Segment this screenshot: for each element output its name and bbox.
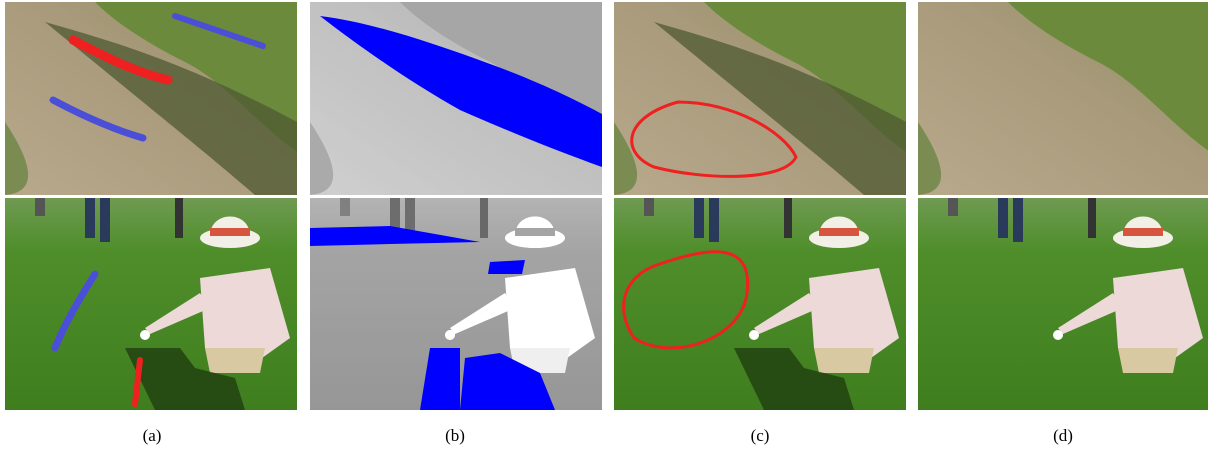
caption: (c) bbox=[751, 426, 770, 445]
panel-b-top bbox=[310, 2, 602, 195]
panel-c-bottom bbox=[614, 198, 906, 410]
panel-d-bottom bbox=[918, 198, 1208, 410]
figure: (a) (b) (c) (d) bbox=[0, 0, 1208, 450]
panel-b-bottom bbox=[310, 198, 602, 410]
caption: (a) bbox=[143, 426, 162, 445]
panel-a-bottom bbox=[5, 198, 297, 410]
caption: (d) bbox=[1053, 426, 1073, 445]
caption: (b) bbox=[445, 426, 465, 445]
panel-d-top bbox=[918, 2, 1208, 195]
panel-c-top bbox=[614, 2, 906, 195]
panel-a-top bbox=[5, 2, 297, 195]
